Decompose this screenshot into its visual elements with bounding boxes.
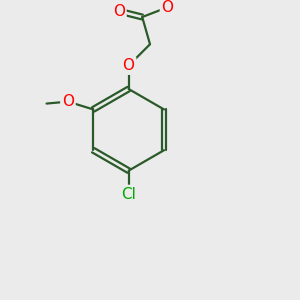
Text: O: O — [123, 58, 135, 73]
Text: O: O — [113, 4, 125, 19]
Text: Cl: Cl — [121, 187, 136, 202]
Text: O: O — [161, 0, 173, 15]
Text: O: O — [62, 94, 74, 109]
